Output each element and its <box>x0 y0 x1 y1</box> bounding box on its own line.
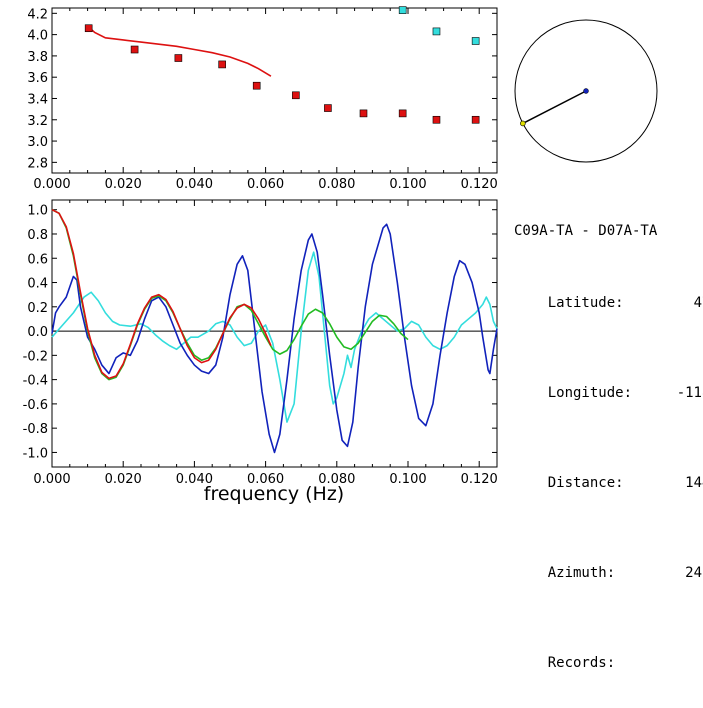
red-data-point <box>218 60 226 69</box>
y-tick-label: 3.0 <box>27 135 48 150</box>
y-tick-label: 3.8 <box>27 50 48 65</box>
x-tick-label: 0.120 <box>461 472 498 487</box>
circle-outline <box>514 19 658 163</box>
info-key: Longitude: <box>547 385 633 401</box>
y-tick-label: 4.0 <box>27 29 48 44</box>
x-tick-label: 0.060 <box>247 177 284 192</box>
x-tick-label: 0.000 <box>33 472 70 487</box>
y-tick-label: 3.6 <box>27 71 48 86</box>
cyan-data-point <box>432 27 441 36</box>
y-tick-label: -0.4 <box>23 374 48 389</box>
info-row-records: Records: 456 <box>514 636 703 690</box>
y-tick-label: 3.4 <box>27 92 48 107</box>
chart-canvas: 2.8 3.0 3.2 3.4 3.6 3.8 4.0 4.2 0.000 0.020 0.040 0… <box>23 6 658 505</box>
info-row-distance: Distance: 144.81 <box>514 456 703 510</box>
red-data-point <box>174 54 183 62</box>
info-value: -118.27 <box>676 385 703 401</box>
center-station-dot <box>583 88 589 94</box>
info-value: 242.83 <box>685 565 703 581</box>
info-key: Azimuth: <box>547 565 616 581</box>
y-tick-label: 0.8 <box>27 228 48 243</box>
series-line-3 <box>51 208 272 380</box>
x-tick-label: 0.000 <box>33 177 70 192</box>
red-data-point <box>324 104 332 112</box>
azimuth-line <box>522 90 587 125</box>
red-data-point <box>359 109 368 118</box>
azimuth-circle <box>514 19 658 163</box>
station-info-panel: C09A-TA - D07A-TA Latitude: 47.80 Longitu… <box>514 186 703 708</box>
series-line-1 <box>51 223 498 454</box>
x-tick-label: 0.020 <box>105 472 142 487</box>
info-key: Latitude: <box>547 295 624 311</box>
edge-station-dot <box>520 120 526 127</box>
x-tick-label: 0.060 <box>247 472 284 487</box>
info-key: Records: <box>547 655 616 671</box>
info-value: 47.80 <box>693 295 703 311</box>
y-tick-label: 2.8 <box>27 156 48 171</box>
cyan-data-point <box>471 37 480 45</box>
info-key: Distance: <box>547 475 624 491</box>
y-tick-label: -0.8 <box>23 422 48 437</box>
y-tick-label: -0.6 <box>23 398 48 413</box>
x-tick-label: 0.100 <box>389 177 426 192</box>
bottom-correlation-plot: 1.0 0.8 0.6 0.4 0.2 0.0 -0.2 -0.4 -0.6 -0.8 -1.0 0.… <box>23 199 498 487</box>
y-tick-label: 1.0 <box>27 204 48 219</box>
y-tick-label: -0.2 <box>23 349 48 364</box>
red-data-point <box>252 81 261 90</box>
y-tick-label: 4.2 <box>27 7 48 22</box>
y-tick-label: 0.0 <box>27 325 48 340</box>
red-data-point <box>432 115 441 124</box>
red-data-point <box>84 24 93 33</box>
x-tick-label: 0.040 <box>176 177 213 192</box>
top-plot-frame <box>51 7 498 174</box>
x-tick-label: 0.120 <box>461 177 498 192</box>
y-tick-label: 0.6 <box>27 252 48 267</box>
x-tick-label: 0.100 <box>389 472 426 487</box>
x-tick-label: 0.020 <box>105 177 142 192</box>
red-data-point <box>292 91 300 100</box>
red-data-point <box>130 45 139 54</box>
y-tick-label: 0.4 <box>27 277 48 292</box>
x-tick-label: 0.080 <box>318 472 355 487</box>
info-row-longitude: Longitude: -118.27 <box>514 366 703 420</box>
y-tick-label: 0.2 <box>27 301 48 316</box>
cyan-data-point <box>398 6 407 14</box>
top-dispersion-plot: 2.8 3.0 3.2 3.4 3.6 3.8 4.0 4.2 0.000 0.020 0.040 0… <box>27 6 498 192</box>
x-axis-label: frequency (Hz) <box>204 483 344 505</box>
y-tick-label: -1.0 <box>23 446 48 461</box>
info-value: 456 <box>660 654 703 672</box>
red-data-point <box>398 109 407 118</box>
bottom-plot-frame <box>51 199 498 468</box>
info-value: 144.81 <box>685 475 703 491</box>
series-line-0 <box>51 251 498 423</box>
x-tick-label: 0.080 <box>318 177 355 192</box>
red-data-point <box>471 115 480 124</box>
x-tick-label: 0.040 <box>176 472 213 487</box>
info-row-latitude: Latitude: 47.80 <box>514 276 703 330</box>
info-row-azimuth: Azimuth: 242.83 <box>514 546 703 600</box>
dispersion-curve <box>88 26 272 77</box>
station-pair-title: C09A-TA - D07A-TA <box>514 223 658 239</box>
y-tick-label: 3.2 <box>27 114 48 129</box>
